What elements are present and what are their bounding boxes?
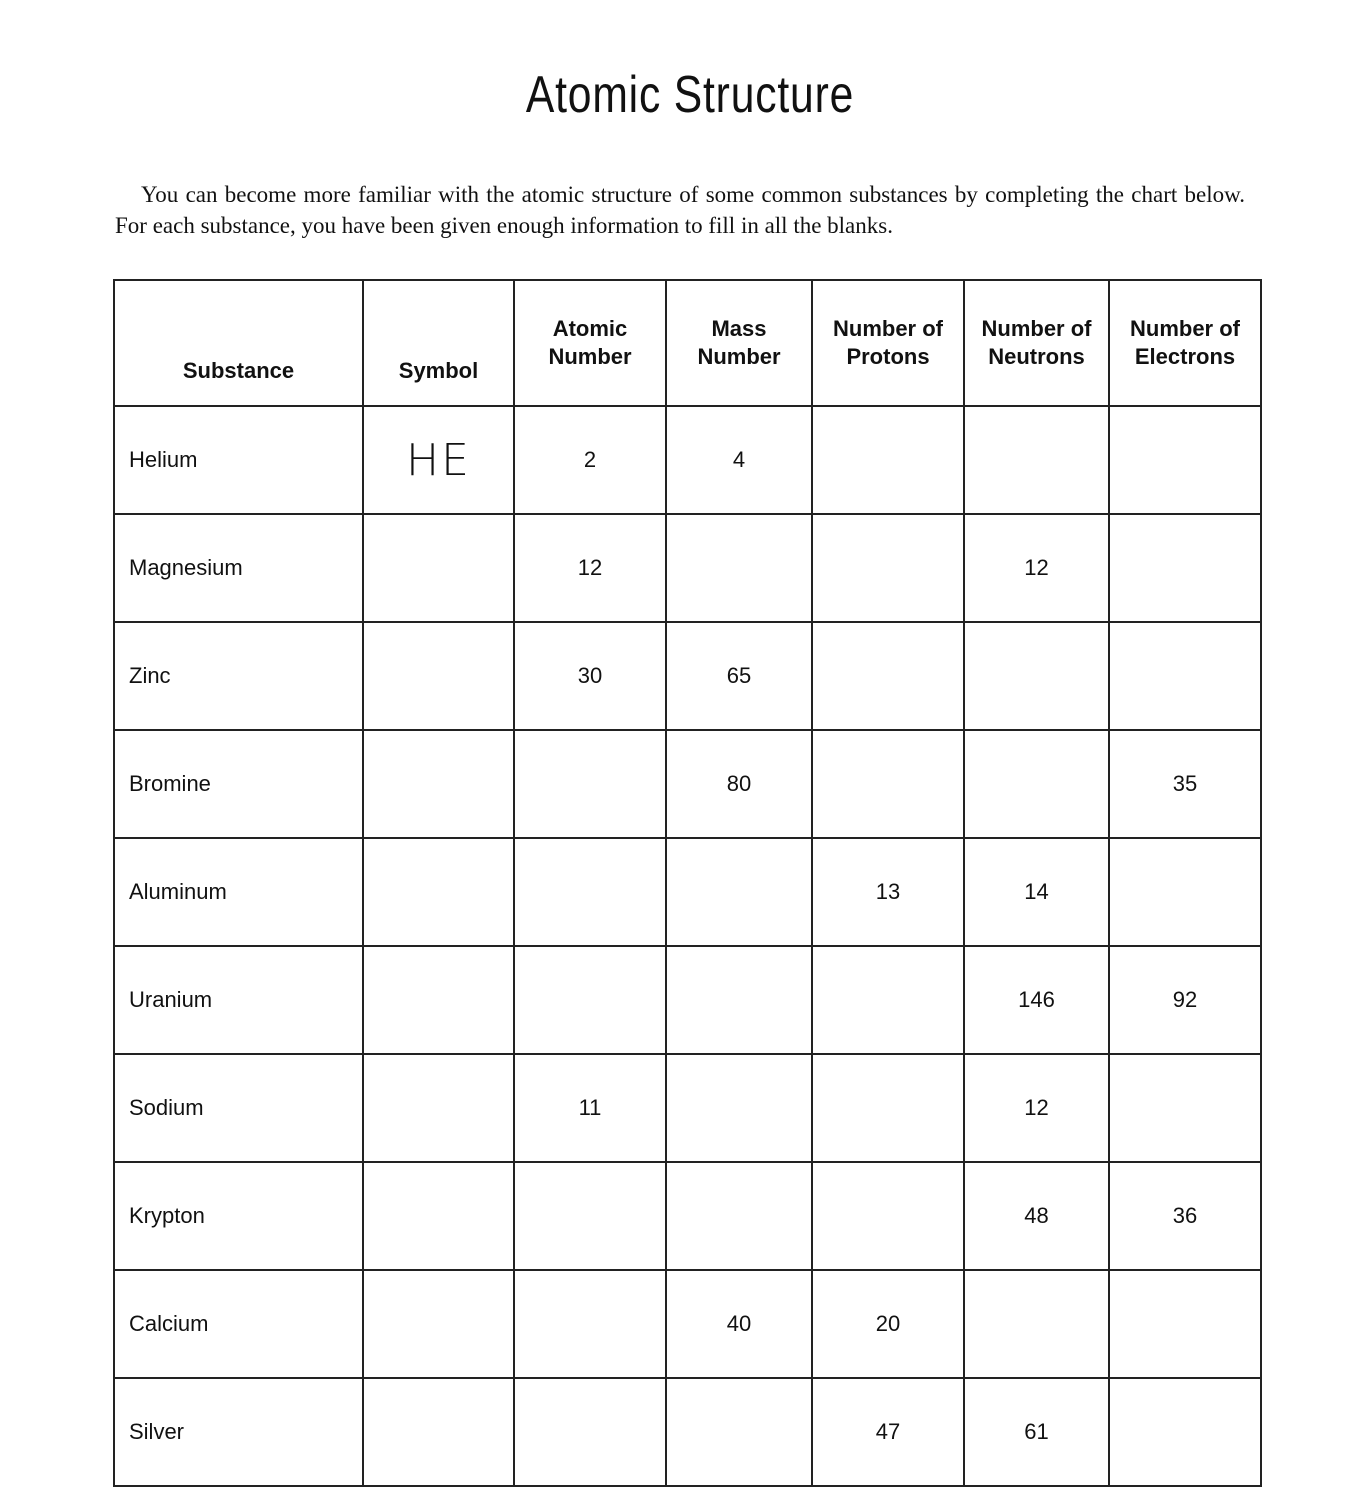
value-cell[interactable]: HE xyxy=(362,405,515,515)
value-cell[interactable] xyxy=(665,1161,813,1271)
value-cell[interactable] xyxy=(665,1377,813,1487)
value-cell[interactable]: 12 xyxy=(963,1053,1110,1163)
value-cell[interactable]: 61 xyxy=(963,1377,1110,1487)
column-header: Atomic Number xyxy=(513,279,667,407)
value-cell[interactable]: 12 xyxy=(513,513,667,623)
column-header: Number of Electrons xyxy=(1108,279,1262,407)
value-cell[interactable] xyxy=(963,729,1110,839)
column-header: Mass Number xyxy=(665,279,813,407)
value-cell[interactable] xyxy=(811,513,965,623)
value-cell[interactable] xyxy=(811,729,965,839)
value-cell[interactable]: 35 xyxy=(1108,729,1262,839)
value-cell[interactable] xyxy=(513,1161,667,1271)
table-row: Sodium 11 12 xyxy=(113,1053,1262,1163)
value-cell[interactable] xyxy=(665,945,813,1055)
value-cell[interactable]: 4 xyxy=(665,405,813,515)
value-cell[interactable] xyxy=(665,513,813,623)
atomic-structure-table: Substance Symbol Atomic Number Mass Number N… xyxy=(113,279,1262,1487)
value-cell[interactable] xyxy=(1108,837,1262,947)
value-cell[interactable] xyxy=(513,1269,667,1379)
value-cell[interactable] xyxy=(1108,1377,1262,1487)
value-cell[interactable] xyxy=(513,945,667,1055)
value-cell[interactable] xyxy=(665,1053,813,1163)
value-cell[interactable] xyxy=(362,621,515,731)
value-cell[interactable] xyxy=(811,621,965,731)
table-row: Calcium 40 20 xyxy=(113,1269,1262,1379)
value-cell[interactable] xyxy=(362,1053,515,1163)
header-row: Substance Symbol Atomic Number Mass Number N… xyxy=(113,279,1262,407)
value-cell[interactable] xyxy=(513,1377,667,1487)
value-cell[interactable] xyxy=(513,729,667,839)
value-cell[interactable]: 92 xyxy=(1108,945,1262,1055)
table-row: Krypton 48 36 xyxy=(113,1161,1262,1271)
intro-paragraph: You can become more familiar with the at… xyxy=(115,182,1245,238)
substance-cell: Aluminum xyxy=(113,837,364,947)
table-row: Helium HE 2 4 xyxy=(113,405,1262,515)
value-cell[interactable] xyxy=(963,621,1110,731)
substance-cell: Zinc xyxy=(113,621,364,731)
value-cell[interactable] xyxy=(362,837,515,947)
substance-cell: Magnesium xyxy=(113,513,364,623)
column-header: Symbol xyxy=(362,279,515,407)
value-cell[interactable] xyxy=(963,1269,1110,1379)
value-cell[interactable] xyxy=(963,405,1110,515)
column-header: Number of Protons xyxy=(811,279,965,407)
column-header: Number of Neutrons xyxy=(963,279,1110,407)
table-row: Bromine 80 35 xyxy=(113,729,1262,839)
substance-cell: Calcium xyxy=(113,1269,364,1379)
value-cell[interactable]: 14 xyxy=(963,837,1110,947)
value-cell[interactable] xyxy=(1108,621,1262,731)
value-cell[interactable]: 30 xyxy=(513,621,667,731)
value-cell[interactable]: 65 xyxy=(665,621,813,731)
value-cell[interactable] xyxy=(362,513,515,623)
value-cell[interactable] xyxy=(1108,1053,1262,1163)
substance-cell: Helium xyxy=(113,405,364,515)
value-cell[interactable]: 80 xyxy=(665,729,813,839)
value-cell[interactable]: 13 xyxy=(811,837,965,947)
value-cell[interactable]: 40 xyxy=(665,1269,813,1379)
value-cell[interactable] xyxy=(362,945,515,1055)
substance-cell: Uranium xyxy=(113,945,364,1055)
value-cell[interactable] xyxy=(362,1269,515,1379)
value-cell[interactable]: 20 xyxy=(811,1269,965,1379)
value-cell[interactable] xyxy=(811,405,965,515)
value-cell[interactable]: 11 xyxy=(513,1053,667,1163)
column-header: Substance xyxy=(113,279,364,407)
value-cell[interactable] xyxy=(811,945,965,1055)
value-cell[interactable]: 2 xyxy=(513,405,667,515)
table-row: Magnesium 12 12 xyxy=(113,513,1262,623)
substance-cell: Silver xyxy=(113,1377,364,1487)
value-cell[interactable]: 48 xyxy=(963,1161,1110,1271)
value-cell[interactable]: 12 xyxy=(963,513,1110,623)
value-cell[interactable] xyxy=(362,1161,515,1271)
value-cell[interactable] xyxy=(1108,1269,1262,1379)
substance-cell: Bromine xyxy=(113,729,364,839)
table-row: Aluminum 13 14 xyxy=(113,837,1262,947)
value-cell[interactable] xyxy=(1108,513,1262,623)
substance-cell: Krypton xyxy=(113,1161,364,1271)
table-row: Uranium 146 92 xyxy=(113,945,1262,1055)
page-title: Atomic Structure xyxy=(525,65,855,124)
value-cell[interactable]: 47 xyxy=(811,1377,965,1487)
substance-cell: Sodium xyxy=(113,1053,364,1163)
value-cell[interactable] xyxy=(362,729,515,839)
value-cell[interactable] xyxy=(665,837,813,947)
table-row: Silver 47 61 xyxy=(113,1377,1262,1487)
value-cell[interactable] xyxy=(811,1053,965,1163)
table-row: Zinc 30 65 xyxy=(113,621,1262,731)
value-cell[interactable]: 146 xyxy=(963,945,1110,1055)
value-cell[interactable] xyxy=(1108,405,1262,515)
value-cell[interactable]: 36 xyxy=(1108,1161,1262,1271)
value-cell[interactable] xyxy=(811,1161,965,1271)
value-cell[interactable] xyxy=(362,1377,515,1487)
value-cell[interactable] xyxy=(513,837,667,947)
